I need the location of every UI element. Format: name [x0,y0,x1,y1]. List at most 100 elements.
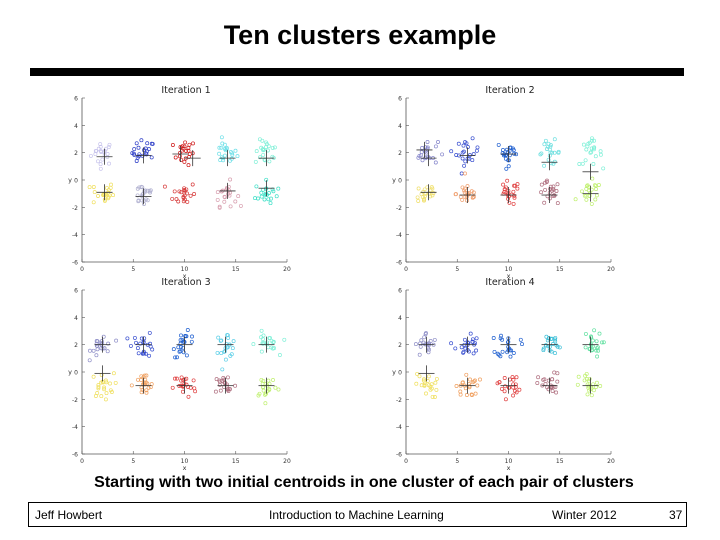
data-point [587,193,592,198]
data-point [259,377,264,382]
data-point [228,204,233,209]
data-point [508,354,513,359]
data-point [219,189,224,194]
y-tick-label: -4 [72,232,78,239]
x-tick-label: 20 [607,266,615,273]
data-point [132,335,137,340]
data-point [142,351,147,356]
data-point [499,386,504,391]
data-point [233,383,238,388]
y-tick-label: -2 [72,205,78,212]
data-point [511,189,516,194]
data-point [190,334,194,339]
data-point [555,371,560,376]
data-point [87,185,92,190]
data-point [269,345,274,350]
data-point [222,199,227,204]
x-tick-label: 5 [131,458,135,465]
x-tick-label: 15 [556,458,564,465]
data-point [267,191,271,195]
data-point [220,141,225,146]
data-point [458,389,463,394]
data-point [461,143,466,148]
data-point [416,186,421,191]
data-point [548,184,553,189]
data-point [430,394,435,399]
data-point [418,344,423,349]
data-point [461,350,466,355]
data-point [108,381,112,386]
data-point [518,337,523,342]
data-point [502,187,507,192]
data-point [462,337,467,342]
y-axis-label: y [392,176,396,184]
data-point [259,194,264,199]
data-point [428,188,433,193]
data-point [178,349,183,354]
data-point [512,389,517,393]
data-point [177,189,182,194]
data-point [592,183,597,188]
data-point [471,190,476,195]
data-point [91,348,96,353]
data-point [180,144,185,149]
data-point [453,192,458,197]
data-point [594,339,599,344]
data-point [215,190,220,195]
data-point [144,390,149,395]
data-point [235,154,240,159]
data-point [148,190,153,195]
data-point [460,156,465,161]
data-point [587,376,592,381]
panel-title: Iteration 1 [161,85,210,96]
data-point [216,335,221,340]
data-point [136,351,141,356]
data-point [591,388,596,393]
data-point [263,391,268,396]
data-point [458,194,463,199]
data-point [453,346,458,351]
data-point [102,387,107,392]
data-point [552,193,557,198]
data-point [557,345,562,350]
data-point [229,156,234,161]
data-point [425,140,430,144]
data-point [114,338,119,343]
data-point [105,349,110,354]
data-point [581,142,586,147]
data-point [182,197,187,202]
y-tick-label: 0 [398,370,402,377]
data-point [185,199,190,204]
data-point [149,382,154,387]
data-point [231,339,236,344]
data-point [258,155,263,160]
x-tick-label: 15 [556,266,564,273]
data-point [98,166,103,171]
y-tick-label: -2 [396,205,402,212]
data-point [520,342,524,347]
data-point [541,377,546,382]
data-point [460,380,465,385]
data-point [225,387,230,392]
data-point [186,163,191,168]
data-point [173,355,178,360]
data-point [511,148,516,153]
data-point [95,391,100,395]
data-point [422,335,427,340]
data-point [601,340,606,345]
data-point [546,378,551,383]
data-point [547,344,552,349]
data-point [593,154,598,159]
data-point [276,186,281,191]
data-point [589,393,594,398]
data-point [144,388,149,393]
data-point [219,351,224,356]
data-point [189,339,194,344]
data-point [173,376,177,381]
data-point [500,337,505,342]
data-point [178,338,183,343]
data-point [543,187,548,192]
y-tick-label: 6 [74,96,78,103]
